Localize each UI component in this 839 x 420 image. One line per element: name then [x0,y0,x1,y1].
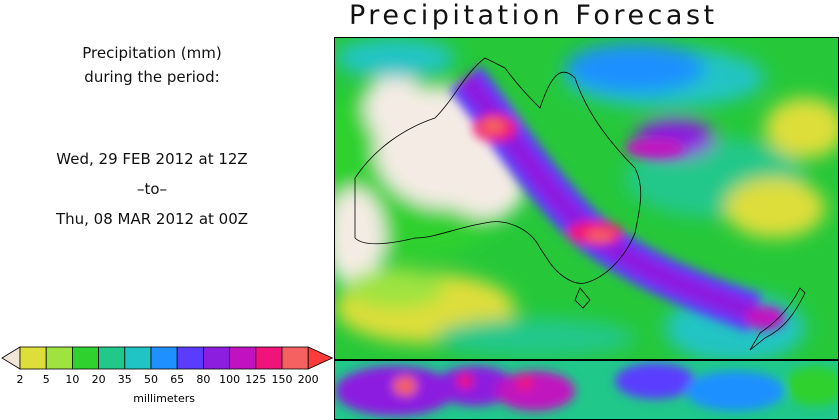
precipitation-map [334,37,839,360]
precipitation-map-svg [335,38,838,359]
legend-tick-label: 20 [92,373,106,386]
legend-tick-label: 5 [43,373,50,386]
legend-swatch [176,346,204,370]
period-separator: –to– [136,180,168,198]
legend-svg: 2 5 10 20 35 50 65 80 100 125 150 200 millimeters [1,346,334,405]
legend-tick-label: 50 [144,373,158,386]
legend-swatch [98,346,126,370]
precip-band [449,65,785,332]
color-legend: 2 5 10 20 35 50 65 80 100 125 150 200 millimeters [0,345,334,405]
legend-swatch [281,346,309,370]
legend-tick-label: 80 [196,373,210,386]
legend-tick-label: 125 [245,373,266,386]
legend-tick-label: 150 [272,373,293,386]
legend-swatch [150,346,178,370]
legend-swatch [72,346,100,370]
legend-unit-label: millimeters [133,392,195,404]
legend-swatch [124,346,152,370]
legend-swatch [202,346,230,370]
legend-arrow-low [1,346,21,370]
legend-tick-label: 100 [219,373,240,386]
legend-swatch [19,346,47,370]
precipitation-map-2-svg [335,361,838,419]
legend-tick-label: 10 [65,373,79,386]
description-line-1: Precipitation (mm) [82,44,222,62]
legend-tick-label: 200 [298,373,319,386]
precipitation-map-2 [334,360,839,420]
legend-swatch [255,346,283,370]
period-start: Wed, 29 FEB 2012 at 12Z [56,150,248,168]
legend-tick-label: 35 [118,373,132,386]
legend-tick-label: 65 [170,373,184,386]
description-line-2: during the period: [84,68,220,86]
legend-tick-label: 2 [17,373,24,386]
legend-swatch [45,346,73,370]
period-end: Thu, 08 MAR 2012 at 00Z [55,210,249,228]
legend-arrow-high [307,346,334,370]
legend-swatch [229,346,257,370]
coastline [354,57,806,351]
chart-title: Precipitation Forecast [349,0,718,31]
